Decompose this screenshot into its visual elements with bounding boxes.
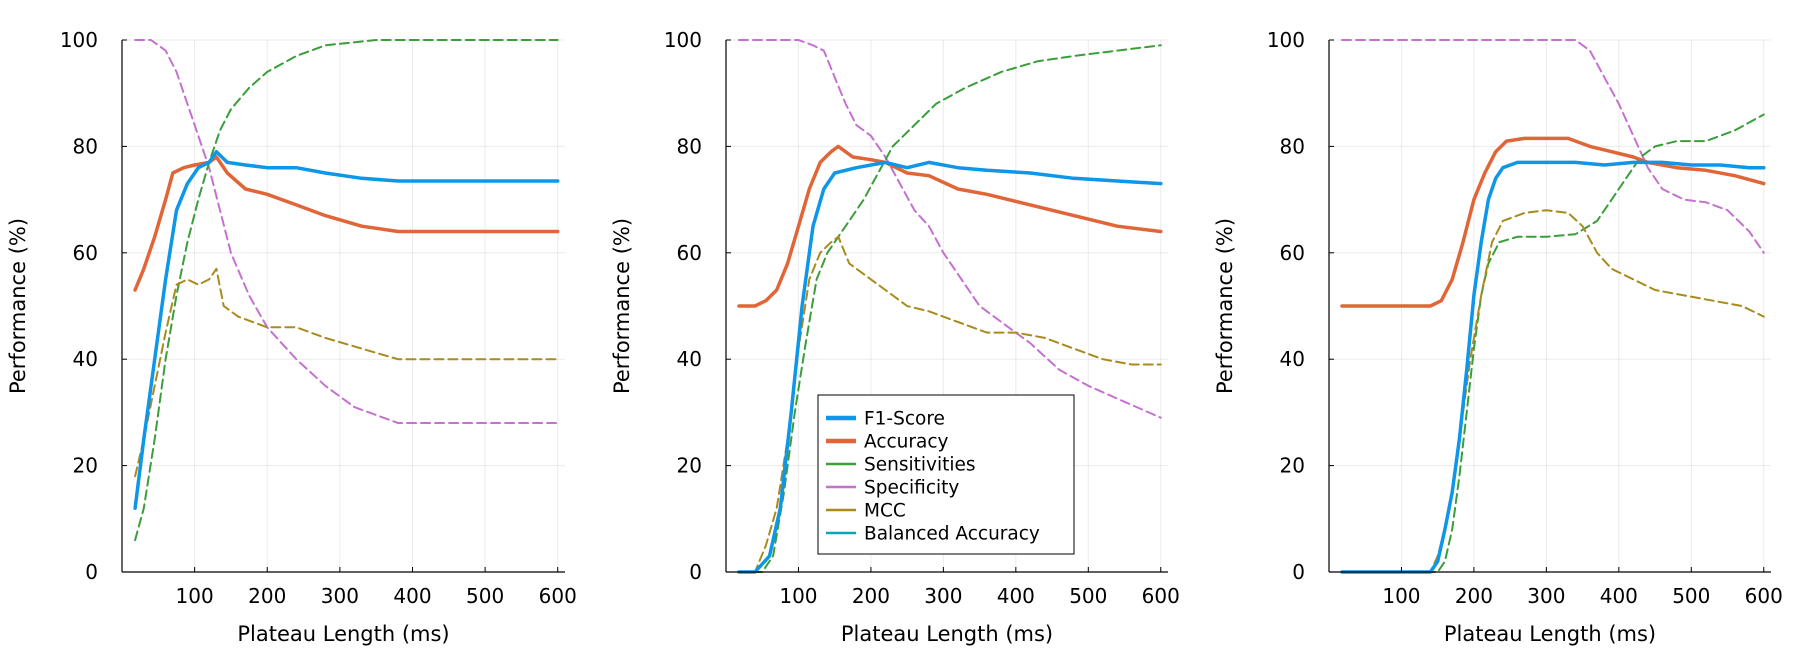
series-line-mcc xyxy=(1341,209,1765,573)
x-tick-label: 400 xyxy=(997,584,1035,608)
y-tick-label: 0 xyxy=(1292,560,1305,584)
y-tick-label: 40 xyxy=(73,347,98,371)
x-tick-label: 100 xyxy=(176,584,214,608)
y-tick-label: 20 xyxy=(1280,454,1305,478)
series-line-f1-score xyxy=(737,160,1163,574)
y-axis-label: Performance (%) xyxy=(610,218,634,394)
y-tick-label: 40 xyxy=(677,347,702,371)
series-line-sensitivities xyxy=(1341,113,1765,573)
legend-label-balanced-accuracy: Balanced Accuracy xyxy=(864,524,1040,545)
series-line-specificity xyxy=(738,39,1162,419)
x-tick-label: 200 xyxy=(248,584,286,608)
legend-label-accuracy: Accuracy xyxy=(864,432,949,453)
y-tick-label: 80 xyxy=(73,134,98,158)
x-tick-label: 600 xyxy=(539,584,577,608)
grid xyxy=(122,39,565,573)
y-tick-label: 80 xyxy=(1280,134,1305,158)
legend-label-specificity: Specificity xyxy=(864,478,959,499)
x-axis-label: Plateau Length (ms) xyxy=(841,622,1053,646)
x-tick-label: 100 xyxy=(779,584,817,608)
series-line-sensitivities xyxy=(738,44,1162,573)
legend-label-f1-score: F1-Score xyxy=(864,409,945,430)
series-line-mcc xyxy=(134,267,559,478)
x-tick-label: 400 xyxy=(1600,584,1638,608)
y-tick-label: 0 xyxy=(689,560,702,584)
y-axis-label: Performance (%) xyxy=(1213,218,1237,394)
legend-label-mcc: MCC xyxy=(864,501,906,522)
series-line-f1-score xyxy=(133,149,560,510)
x-tick-label: 200 xyxy=(1455,584,1493,608)
y-tick-label: 20 xyxy=(677,454,702,478)
series-line-accuracy xyxy=(1340,136,1766,308)
chart-panel-1: 100 200 300 400 500 600 0 20 40 60 80 100 Plateau Le… xyxy=(6,28,577,646)
x-tick-label: 500 xyxy=(1672,584,1710,608)
y-tick-label: 0 xyxy=(85,560,98,584)
legend-label-sensitivities: Sensitivities xyxy=(864,455,976,476)
series-line-accuracy xyxy=(737,144,1163,308)
series-line-f1-score xyxy=(1340,160,1766,574)
legend: F1-ScoreAccuracySensitivitiesSpecificity… xyxy=(817,394,1075,555)
x-tick-label: 600 xyxy=(1745,584,1783,608)
y-tick-label: 60 xyxy=(73,241,98,265)
y-tick-label: 100 xyxy=(664,28,702,52)
x-tick-label: 200 xyxy=(852,584,890,608)
x-axis-label: Plateau Length (ms) xyxy=(237,622,449,646)
x-tick-label: 600 xyxy=(1142,584,1180,608)
y-tick-label: 80 xyxy=(677,134,702,158)
y-axis-label: Performance (%) xyxy=(6,218,30,394)
x-axis-label: Plateau Length (ms) xyxy=(1444,622,1656,646)
x-tick-label: 500 xyxy=(466,584,504,608)
series-line-specificity xyxy=(134,39,559,424)
series-line-accuracy xyxy=(133,155,560,292)
x-tick-label: 300 xyxy=(321,584,359,608)
legend-box xyxy=(817,394,1075,555)
x-tick-label: 400 xyxy=(393,584,431,608)
x-tick-label: 500 xyxy=(1069,584,1107,608)
y-tick-label: 100 xyxy=(1267,28,1305,52)
y-tick-label: 60 xyxy=(677,241,702,265)
y-tick-label: 40 xyxy=(1280,347,1305,371)
chart-panel-3: 100 200 300 400 500 600 0 20 40 60 80 100 Plateau Le… xyxy=(1213,28,1783,646)
y-tick-label: 100 xyxy=(60,28,98,52)
series-line-specificity xyxy=(1341,39,1765,254)
chart-panel-2: 100 200 300 400 500 600 0 20 40 60 80 100 Plateau Le… xyxy=(610,28,1180,646)
x-tick-label: 300 xyxy=(924,584,962,608)
y-tick-label: 20 xyxy=(73,454,98,478)
y-tick-label: 60 xyxy=(1280,241,1305,265)
x-tick-label: 100 xyxy=(1382,584,1420,608)
series-line-sensitivities xyxy=(134,39,559,542)
x-tick-label: 300 xyxy=(1527,584,1565,608)
